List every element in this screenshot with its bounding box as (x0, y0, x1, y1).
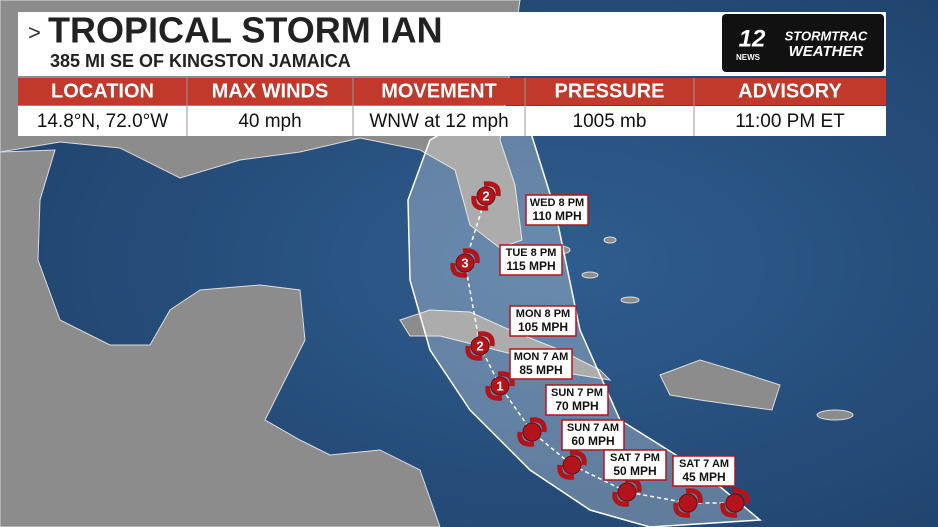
storm-arm (462, 248, 480, 264)
storm-arm (557, 464, 575, 480)
table-header-band (18, 78, 886, 105)
storm-icon (673, 488, 703, 518)
label-box (499, 244, 563, 276)
column-value: 1005 mb (573, 111, 647, 132)
forecast-wind: 70 MPH (555, 399, 598, 413)
forecast-time: WED 8 PM (530, 197, 584, 209)
storm-arm (517, 431, 535, 447)
column-header: MOVEMENT (381, 80, 497, 102)
storm-icon: 2 (471, 181, 501, 211)
logo (722, 14, 884, 72)
storm-arm (732, 488, 750, 504)
storm-eye (455, 253, 475, 273)
storm-arm (485, 385, 503, 401)
forecast-wind: 110 MPH (532, 209, 581, 223)
label-box (509, 305, 577, 337)
storm-icon (517, 417, 547, 447)
storm-eye (725, 493, 745, 513)
storm-arm (477, 331, 495, 347)
storm-eye (476, 186, 496, 206)
storm-arm (465, 345, 483, 361)
storm-arm (450, 262, 468, 278)
forecast-time: SUN 7 AM (567, 422, 619, 434)
forecast-time: SAT 7 PM (610, 452, 660, 464)
label-box (603, 449, 667, 481)
label-box (545, 384, 609, 416)
storm-eye (562, 455, 582, 475)
storm-arm (720, 502, 738, 518)
storm-eye (522, 422, 542, 442)
storm-icon: 2 (465, 331, 495, 361)
forecast-time: TUE 8 PM (506, 247, 557, 259)
storm-icon: 1 (485, 371, 515, 401)
storm-arm (483, 181, 501, 197)
label-box (509, 348, 573, 380)
storm-category: 3 (461, 255, 468, 270)
column-value: 11:00 PM ET (735, 111, 845, 132)
storm-category: 1 (496, 378, 503, 393)
label-box (525, 194, 589, 226)
storm-icon (720, 488, 750, 518)
title: TROPICAL STORM IAN (48, 10, 443, 51)
forecast-time: SAT 7 AM (679, 458, 729, 470)
storm-category: 2 (482, 188, 489, 203)
chevron: > (28, 20, 41, 45)
forecast-time: SUN 7 PM (551, 387, 603, 399)
column-value: WNW at 12 mph (369, 111, 508, 132)
logo-news: NEWS (736, 53, 761, 62)
table-value-band (18, 106, 886, 136)
forecast-wind: 50 MPH (613, 464, 656, 478)
logo-product: WEATHER (789, 43, 864, 60)
storm-arm (529, 417, 547, 433)
storm-arm (569, 450, 587, 466)
storm-eye (470, 336, 490, 356)
storm-arm (612, 491, 630, 507)
column-header: ADVISORY (738, 80, 842, 102)
forecast-time: MON 8 PM (516, 308, 570, 320)
forecast-wind: 115 MPH (506, 259, 555, 273)
storm-arm (471, 195, 489, 211)
logo-brand: STORMTRAC (785, 28, 868, 43)
logo-number: 12 (739, 25, 766, 52)
storm-eye (678, 493, 698, 513)
column-header: MAX WINDS (212, 80, 329, 102)
storm-arm (685, 488, 703, 504)
storm-eye (617, 482, 637, 502)
column-value: 40 mph (238, 111, 301, 132)
forecast-wind: 85 MPH (519, 363, 562, 377)
storm-icon (557, 450, 587, 480)
forecast-wind: 60 MPH (571, 434, 614, 448)
column-header: PRESSURE (554, 80, 664, 102)
column-header: LOCATION (51, 80, 154, 102)
storm-arm (673, 502, 691, 518)
storm-icon: 3 (450, 248, 480, 278)
header: > TROPICAL STORM IAN 385 MI SE OF KINGST… (18, 10, 886, 136)
storm-eye (490, 376, 510, 396)
label-box (672, 455, 736, 487)
forecast-time: MON 7 AM (514, 351, 569, 363)
storm-category: 2 (476, 338, 483, 353)
forecast-wind: 105 MPH (518, 320, 568, 334)
column-value: 14.8°N, 72.0°W (37, 111, 168, 132)
subtitle: 385 MI SE OF KINGSTON JAMAICA (50, 51, 351, 71)
forecast-wind: 45 MPH (682, 470, 725, 484)
label-box (561, 419, 625, 451)
info-table: LOCATION 14.8°N, 72.0°W MAX WINDS 40 mph MOV… (37, 78, 845, 136)
